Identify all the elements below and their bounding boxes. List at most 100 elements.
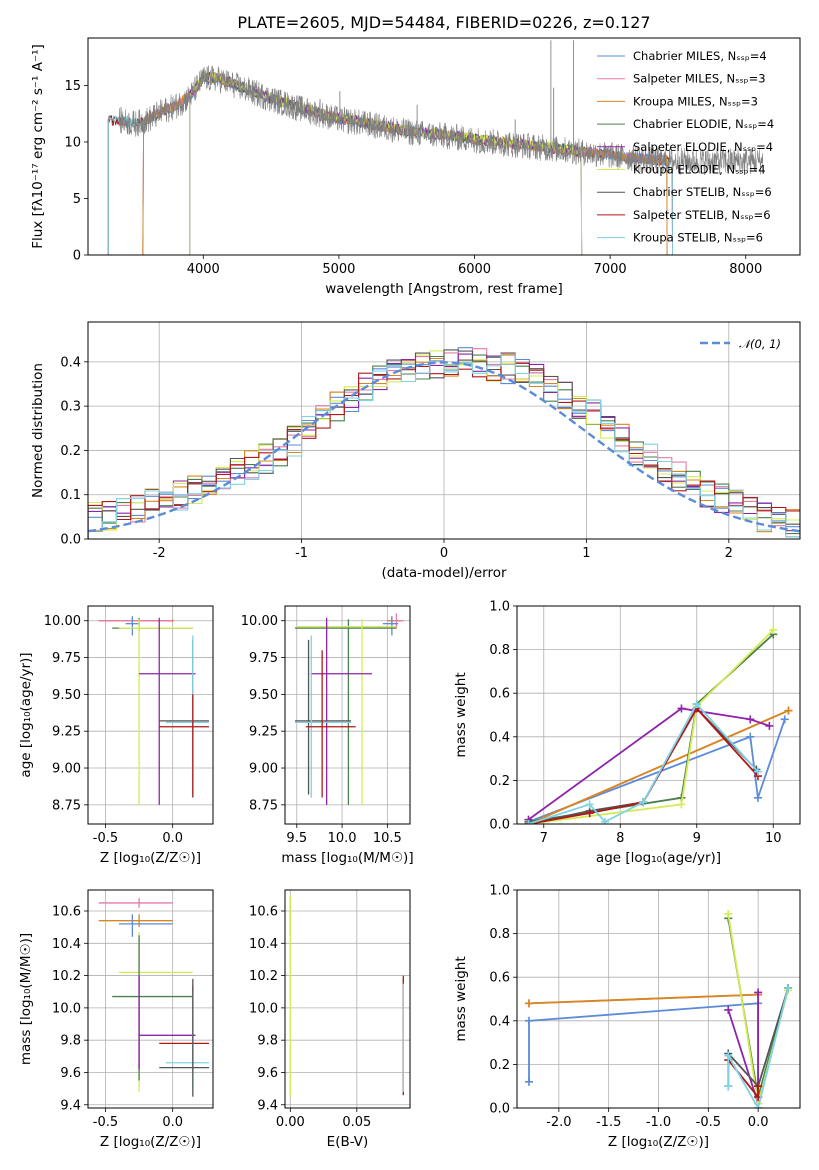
y-tick-label: 10.2 xyxy=(249,969,278,984)
errorbar-point-salpeter_elodie xyxy=(310,617,372,805)
mass_vs_Z-axes: -0.5 0.0 9.4 9.6 9.8 10.0 10.2 10.4 10.6 Z [log₁₀… xyxy=(18,889,214,1150)
errorbar-point-chabrier_elodie xyxy=(294,619,397,805)
series-salpeter_stelib xyxy=(724,1056,763,1102)
x-tick-label: 9 xyxy=(693,831,701,846)
legend-label-salpeter_elodie: Salpeter ELODIE, Nₛₛₚ=4 xyxy=(633,140,773,154)
y-tick-label: 10 xyxy=(64,135,81,150)
y-tick-label: 9.50 xyxy=(249,688,278,703)
y-tick-label: 0.8 xyxy=(489,643,510,658)
x-tick-label: -0.5 xyxy=(93,1115,118,1130)
model-spectrum-kroupa_stelib xyxy=(107,73,673,255)
data-point-marker xyxy=(524,820,533,824)
legend-label-salpeter_miles: Salpeter MILES, Nₛₛₚ=3 xyxy=(633,72,766,86)
legend-label-chabrier_stelib: Chabrier STELIB, Nₛₛₚ=6 xyxy=(633,185,772,199)
y-tick-label: 9.00 xyxy=(249,762,278,777)
data-point-marker xyxy=(677,704,686,713)
x-axis-label: age [log₁₀(age/yr)] xyxy=(596,850,721,866)
y-tick-label: 9.25 xyxy=(52,725,81,740)
x-tick-label: -1.5 xyxy=(596,1115,621,1130)
y-tick-label: 9.25 xyxy=(249,725,278,740)
age_vs_Z-axes: -0.5 0.0 8.75 9.00 9.25 9.50 9.75 10.00 Z [log₁₀… xyxy=(18,605,214,866)
errorbar-point-chabrier_elodie xyxy=(112,617,193,632)
y-tick-label: 10.4 xyxy=(52,937,81,952)
x-tick-label: 0.05 xyxy=(342,1115,371,1130)
x-tick-label: 0.0 xyxy=(748,1115,769,1130)
legend-label-kroupa_stelib: Kroupa STELIB, Nₛₛₚ=6 xyxy=(633,231,763,245)
axes-frame xyxy=(87,321,801,540)
x-tick-label: 0.0 xyxy=(162,831,183,846)
y-tick-label: 9.50 xyxy=(52,688,81,703)
y-tick-label: 0.0 xyxy=(489,818,510,833)
errorbar-point-salpeter_elodie xyxy=(138,975,196,1070)
x-tick-label: 0 xyxy=(440,546,448,561)
data-point-marker xyxy=(724,909,733,918)
y-tick-label: 8.75 xyxy=(249,798,278,813)
data-point-marker xyxy=(585,800,594,809)
y-tick-label: 0.0 xyxy=(60,533,81,548)
age_vs_mass-plot-area xyxy=(294,613,404,805)
series-chabrier_elodie xyxy=(524,630,778,824)
y-axis-label: mass [log₁₀(M/M☉)] xyxy=(18,933,34,1065)
data-point-marker xyxy=(724,1082,733,1091)
y-tick-label: 0.6 xyxy=(489,971,510,986)
histogram-plot-area xyxy=(88,347,800,539)
series-line xyxy=(528,629,774,824)
x-tick-label: 8 xyxy=(616,831,624,846)
y-tick-label: 8.75 xyxy=(52,798,81,813)
series-line xyxy=(527,707,770,821)
legend: Chabrier MILES, Nₛₛₚ=4 Salpeter MILES, Nₛ… xyxy=(597,49,774,245)
y-tick-label: 9.75 xyxy=(52,651,81,666)
y-tick-label: 0.8 xyxy=(489,927,510,942)
residual_hist-axes: -2 -1 0 1 2 0.0 0.1 0.2 0.3 0.4 (data-model)/error… xyxy=(30,321,801,581)
data-point-marker xyxy=(746,732,755,741)
series-line xyxy=(528,706,759,824)
x-tick-label: -0.5 xyxy=(696,1115,721,1130)
y-tick-label: 9.75 xyxy=(249,651,278,666)
errorbar-point-chabrier_stelib xyxy=(159,639,209,795)
series-line xyxy=(528,1002,759,1108)
data-point-marker xyxy=(780,715,789,724)
y-tick-label: 9.6 xyxy=(257,1066,278,1081)
y-tick-label: 1.0 xyxy=(489,884,510,899)
x-tick-label: 10.5 xyxy=(373,831,402,846)
series-line xyxy=(528,702,759,824)
spectrum-plot-area xyxy=(107,40,764,255)
x-tick-label: 9.5 xyxy=(286,831,307,846)
x-tick-label: 0.00 xyxy=(276,1115,305,1130)
series-line xyxy=(528,993,759,1005)
axes-frame xyxy=(87,889,214,1109)
errorbar-point-chabrier_stelib xyxy=(159,978,209,1097)
mass_vs_Z-plot-area xyxy=(98,898,209,1097)
errorbar-point-kroupa_miles xyxy=(98,914,173,928)
data-point-marker xyxy=(753,793,762,802)
errorbar-point-chabrier_stelib xyxy=(294,639,352,795)
x-tick-label: 7000 xyxy=(594,262,627,277)
model-spectrum-salpeter_stelib xyxy=(107,73,673,255)
errorbar-point-salpeter_stelib xyxy=(159,694,209,798)
errorbar-point-chabrier_miles xyxy=(118,914,173,937)
y-tick-label: 15 xyxy=(64,79,81,94)
x-axis-label: wavelength [Angstrom, rest frame] xyxy=(325,281,563,297)
axes-frame xyxy=(87,37,801,256)
y-tick-label: 10.4 xyxy=(249,937,278,952)
y-tick-label: 10.6 xyxy=(249,904,278,919)
y-tick-label: 9.4 xyxy=(257,1098,278,1113)
y-tick-label: 0.0 xyxy=(489,1102,510,1117)
y-tick-label: 10.00 xyxy=(241,614,278,629)
data-point-marker xyxy=(524,1077,533,1086)
x-tick-label: -1.0 xyxy=(646,1115,671,1130)
y-axis-label: mass weight xyxy=(453,956,469,1041)
x-tick-label: 0.0 xyxy=(162,1115,183,1130)
data-point-marker xyxy=(724,1051,733,1060)
x-tick-label: 8000 xyxy=(729,262,762,277)
x-tick-label: 2 xyxy=(725,546,733,561)
x-tick-label: 5000 xyxy=(322,262,355,277)
y-tick-label: 10.6 xyxy=(52,904,81,919)
series-line xyxy=(727,987,789,1108)
observed-spectrum xyxy=(118,65,764,175)
axes-frame xyxy=(516,605,801,825)
data-point-marker xyxy=(754,1104,763,1108)
series-kroupa_stelib xyxy=(724,984,793,1108)
data-point-marker xyxy=(765,721,774,730)
